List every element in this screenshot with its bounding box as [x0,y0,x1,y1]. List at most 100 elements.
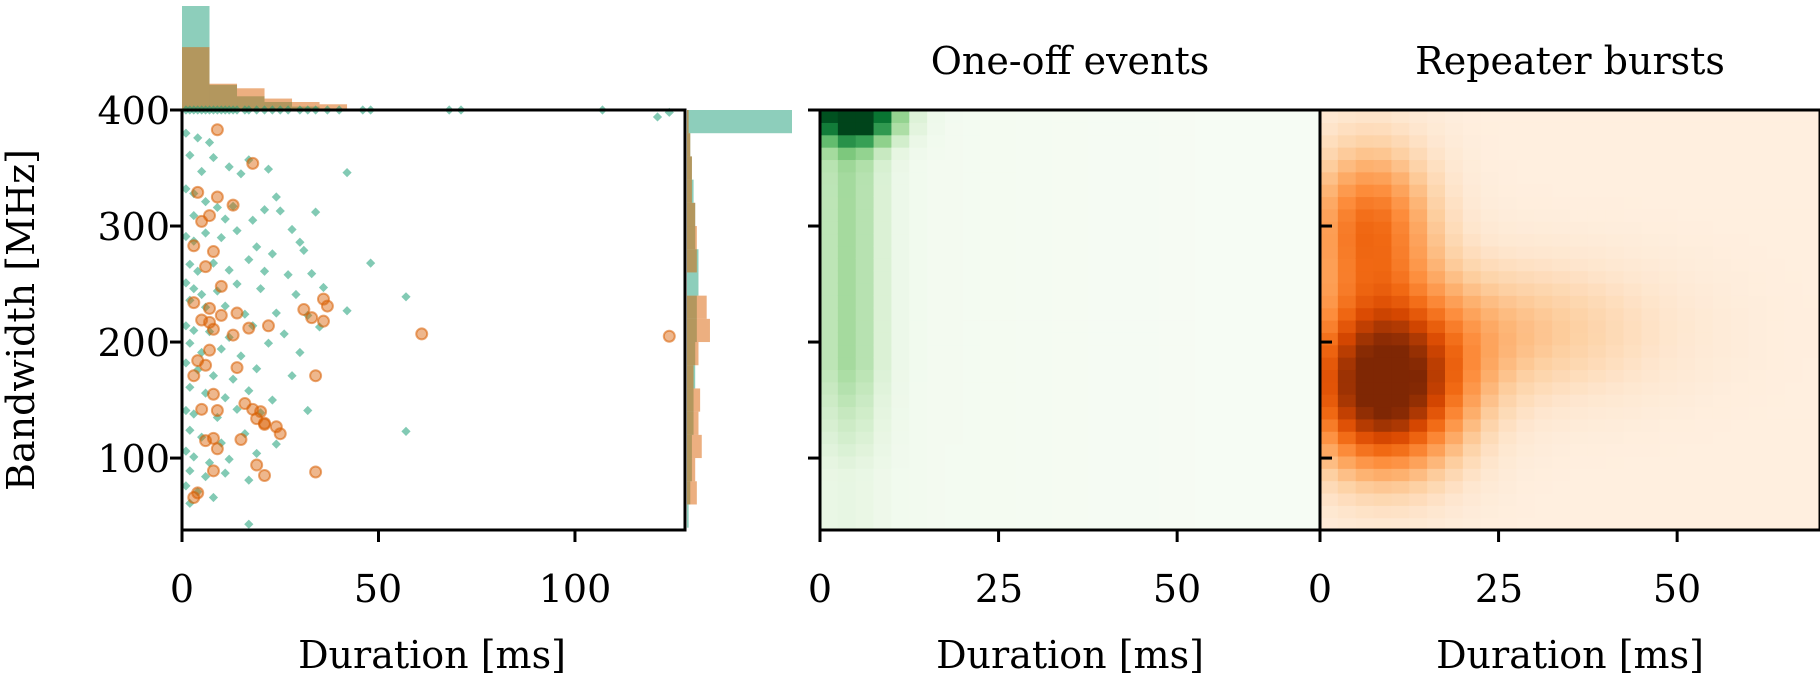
data-point [258,417,272,431]
heatmap-cell [1087,122,1107,136]
heatmap-cell [1570,233,1589,247]
heatmap-cell [1552,221,1571,235]
heatmap-cell [1445,480,1464,494]
heatmap-cell [945,320,964,333]
heatmap-cell [1784,332,1803,346]
heatmap-cell [837,455,857,469]
heatmap-cell [998,468,1018,482]
heatmap-cell [1677,233,1696,247]
heatmap-cell [1623,171,1643,185]
heatmap-cell [1212,122,1232,136]
heatmap-cell [1052,505,1071,519]
heatmap-cell [1105,344,1125,358]
heatmap-cell [1195,332,1214,346]
heatmap-cell [1016,270,1035,284]
heatmap-cell [1766,443,1785,457]
heatmap-cell [945,517,964,531]
heatmap-cell [1480,320,1500,333]
heatmap-cell [1052,171,1071,185]
heatmap-cell [1641,307,1660,321]
heatmap-cell [837,282,857,296]
heatmap-cell [1534,122,1553,136]
heatmap-cell [1016,394,1035,408]
heatmap-cell [1391,381,1410,395]
data-point [320,299,334,313]
heatmap-cell [855,394,875,408]
heatmap-cell [1159,147,1178,161]
heatmap-cell [945,492,964,506]
heatmap-cell [980,431,1000,445]
heatmap-cell [1141,332,1160,346]
heatmap-cell [1034,245,1053,259]
data-point [193,487,203,497]
heatmap-cell [1123,159,1143,173]
heatmap-cell [1659,258,1678,272]
heatmap-cell [1445,282,1464,296]
heatmap-cell [1462,208,1482,222]
heatmap-cell [1391,394,1410,408]
heatmap-cell [1516,455,1535,469]
heatmap-cell [891,357,910,371]
heatmap-cell [1534,517,1553,531]
heatmap-cell [820,134,839,148]
heatmap-cell [820,357,839,371]
heatmap-cell [1230,369,1250,383]
heatmap-cell [909,468,928,482]
heatmap-cell [1212,295,1232,309]
heatmap-cell [998,258,1018,272]
heatmap-cell [891,221,910,235]
heatmap-cell [1177,344,1196,358]
heatmap-cell [1391,196,1410,210]
heatmap-cell [1266,147,1285,161]
heatmap-cell [1034,184,1053,198]
heatmap-cell [1516,406,1535,420]
heatmap-cell [1516,492,1535,506]
heatmap-cell [962,196,982,210]
heatmap-cell [891,282,910,296]
heatmap-cell [1141,418,1160,432]
heatmap-cell [1730,431,1750,445]
heatmap-cell [1070,208,1089,222]
heatmap-cell [1802,357,1820,371]
heatmap-cell [1016,282,1035,296]
data-point [252,364,262,374]
heatmap-cell [1570,468,1589,482]
heatmap-cell [1445,332,1464,346]
heatmap-cell [1230,443,1250,457]
heatmap-cell [1105,443,1125,457]
data-point [269,420,283,434]
heatmap-cell [962,443,982,457]
heatmap-cell [1730,134,1750,148]
heatmap-cell [855,208,875,222]
heatmap-cell [1284,245,1303,259]
heatmap-cell [962,245,982,259]
heatmap-cell [1141,122,1160,136]
heatmap-cell [945,221,964,235]
heatmap-cell [1177,394,1196,408]
heatmap-cell [1195,443,1214,457]
heatmap-cell [1337,147,1357,161]
heatmap-cell [1195,122,1214,136]
heatmap-cell [1552,270,1571,284]
heatmap-cell [1712,110,1732,123]
heatmap-cell [1177,418,1196,432]
heatmap-cell [1123,468,1143,482]
heatmap-cell [980,369,1000,383]
heatmap-cell [1016,344,1035,358]
data-point [185,498,195,508]
heatmap-cell [1587,295,1607,309]
data-point [181,405,191,416]
heatmap-cell [1605,369,1625,383]
histogram-bar [687,226,697,250]
heatmap-cell [1427,505,1446,519]
heatmap-cell [1748,270,1768,284]
heatmap-cell [1105,184,1125,198]
heatmap-cell [873,307,893,321]
heatmap-cell [1123,455,1143,469]
heatmap-cell [1087,184,1107,198]
heatmap-cell [1498,134,1518,148]
scatter-panel: 0 50 100 100 200 300 400 Duration [ms] B… [0,6,792,677]
heatmap-cell [1427,233,1446,247]
heatmap-cell [855,295,875,309]
heatmap-cell [1373,245,1393,259]
